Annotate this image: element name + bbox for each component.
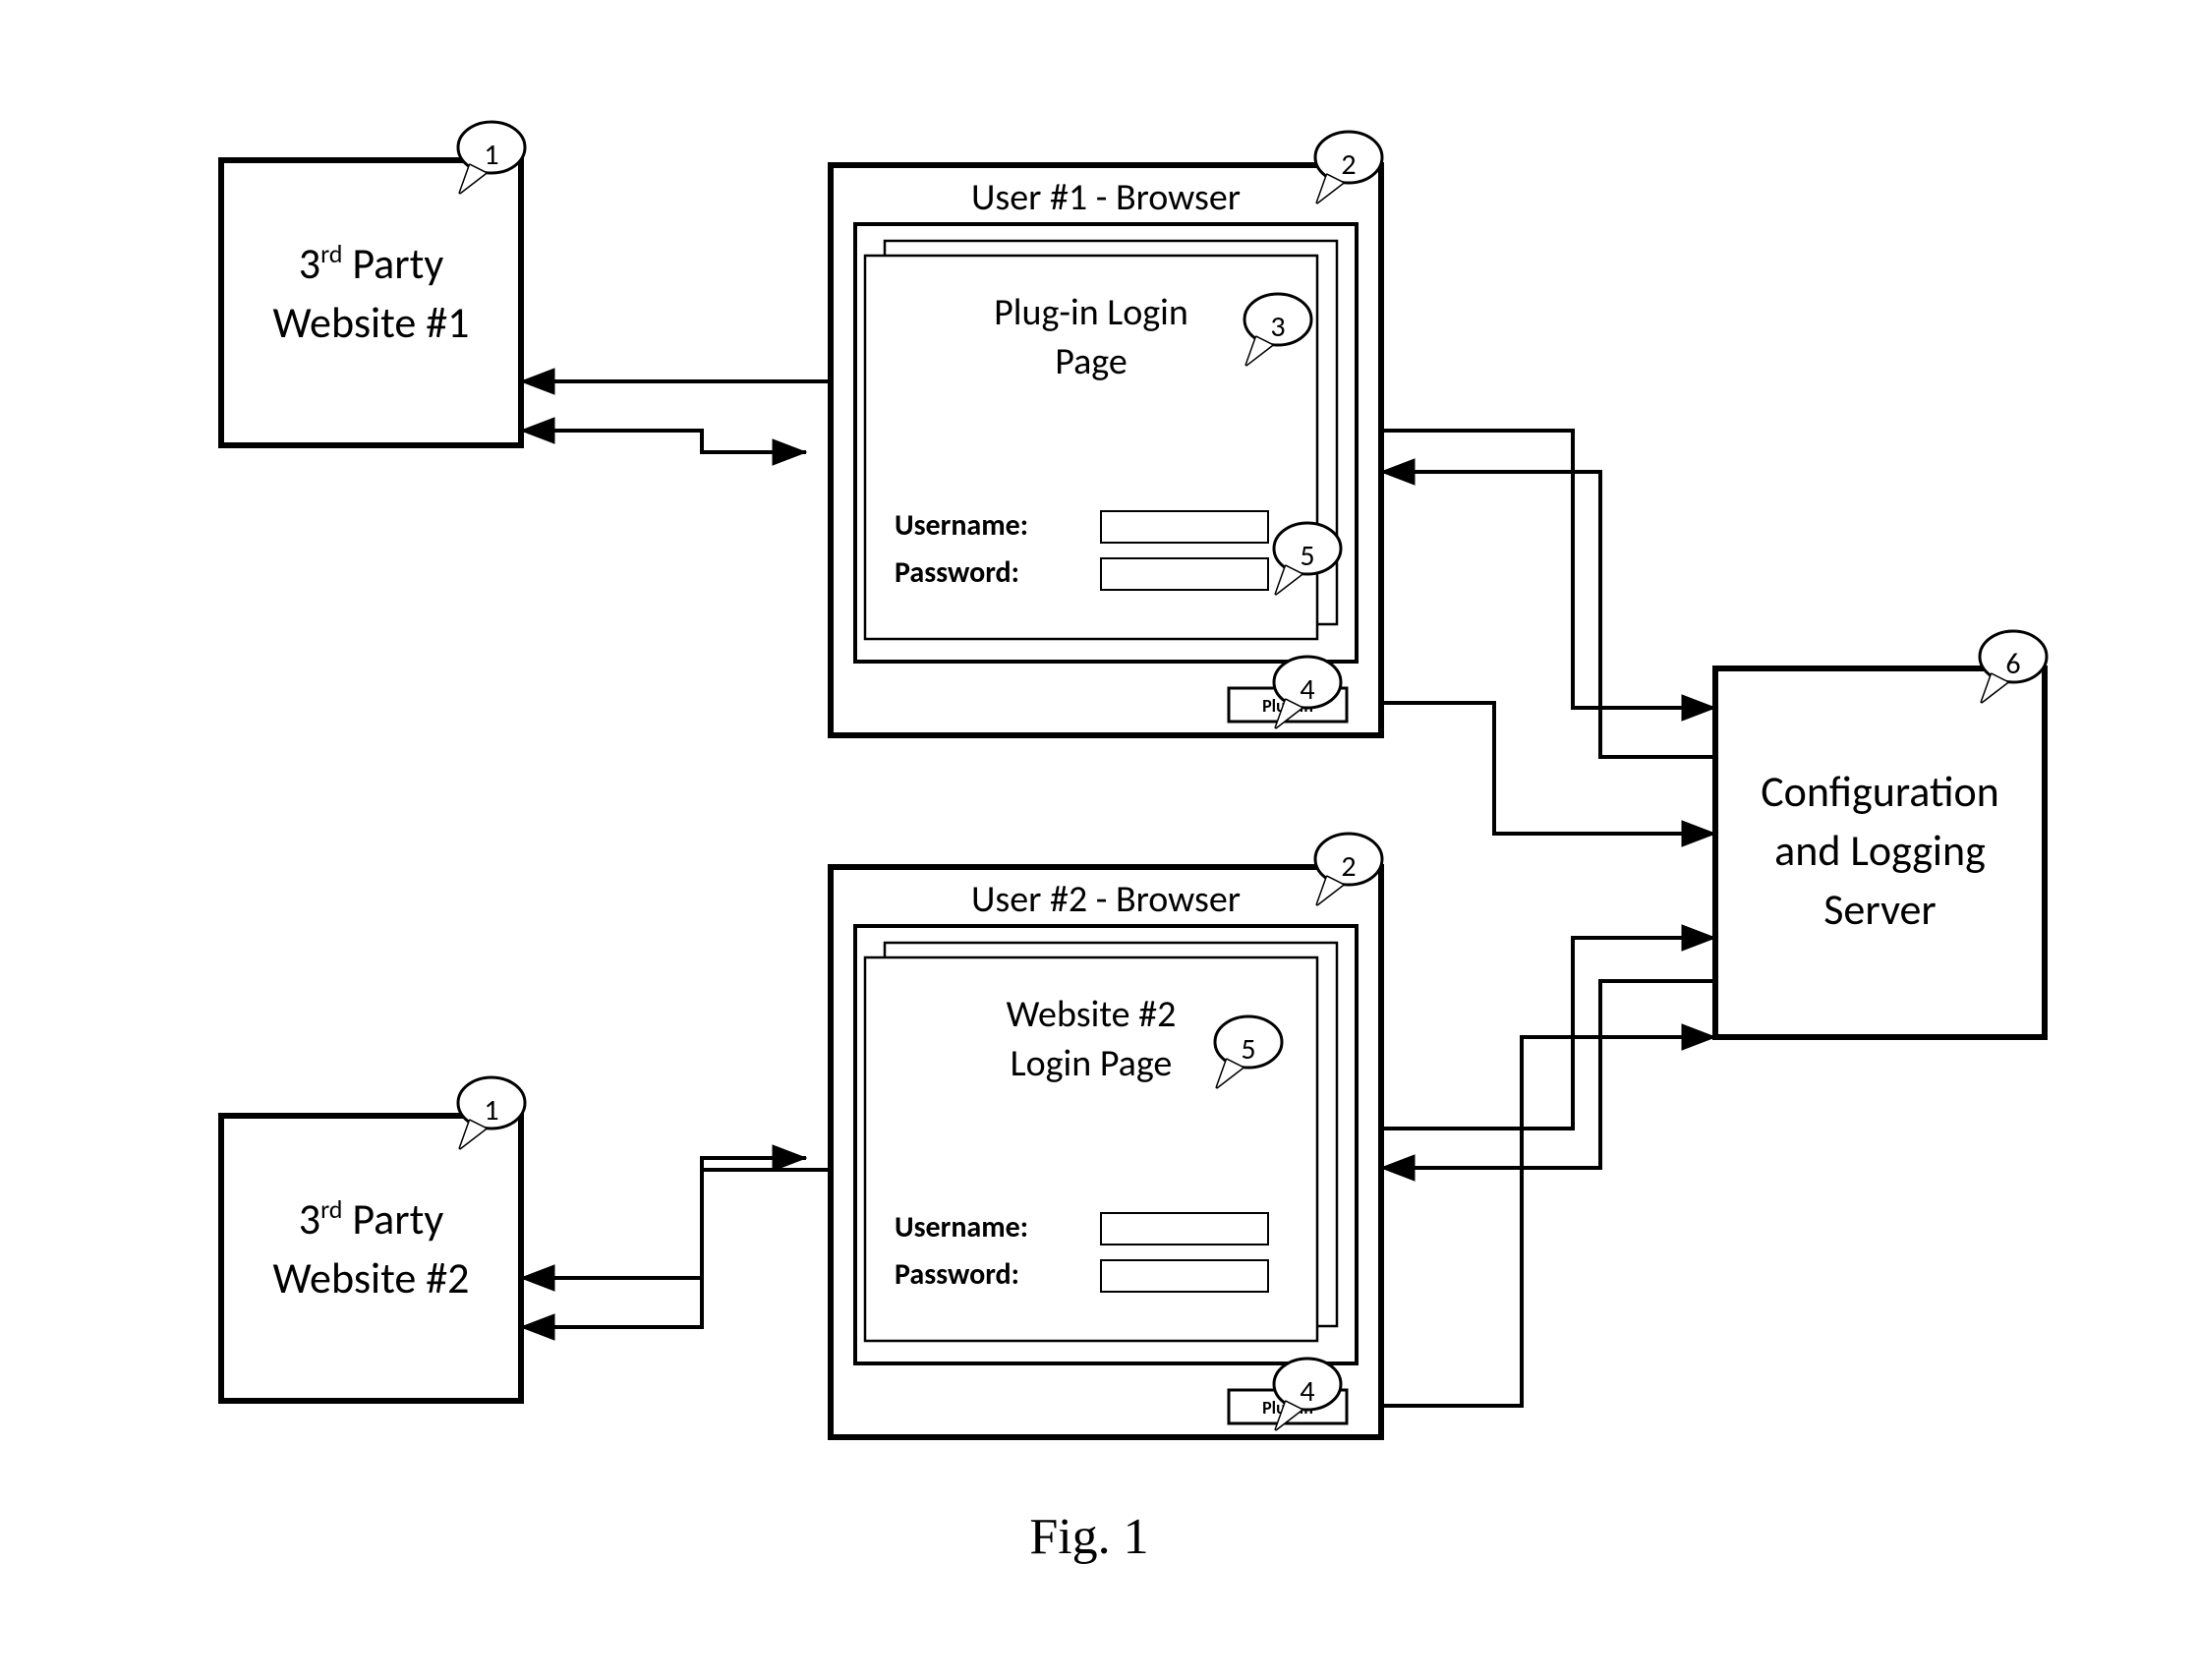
browser1-username-input[interactable] [1101, 511, 1268, 543]
browser1-pagetitle2: Page [1055, 339, 1128, 384]
browser2-c5-num: 5 [1241, 1031, 1255, 1068]
arrowhead [1682, 695, 1715, 721]
arrowhead [521, 1314, 554, 1340]
website2-title: 3rd Party [299, 1192, 444, 1246]
browser1-title: User #1 - Browser [971, 175, 1241, 220]
edge-3 [521, 1158, 806, 1327]
arrowhead [1381, 1155, 1415, 1181]
edge-9 [1381, 1037, 1715, 1406]
browser2-username-input[interactable] [1101, 1213, 1268, 1245]
edge-1 [521, 431, 806, 452]
arrowhead [1682, 821, 1715, 846]
edge-7 [1381, 981, 1715, 1168]
browser2-password-input[interactable] [1101, 1260, 1268, 1292]
figure-label: Fig. 1 [1029, 1509, 1148, 1565]
website1-title2: Website #1 [273, 296, 470, 349]
edge-8 [1381, 938, 1715, 1129]
server-line2: and Logging [1774, 824, 1986, 877]
server-callout-num: 6 [2005, 646, 2020, 682]
arrowhead [773, 439, 806, 465]
browser1-c4-num: 4 [1300, 671, 1314, 708]
server-line3: Server [1823, 883, 1937, 936]
browser2-pagetitle2: Login Page [1011, 1041, 1173, 1086]
website1-title: 3rd Party [299, 237, 444, 290]
browser1-c3-num: 3 [1270, 309, 1285, 345]
browser1-pass-label: Password: [895, 554, 1019, 591]
edge-6 [1381, 703, 1715, 834]
arrowhead [773, 1145, 806, 1171]
arrowhead [1381, 459, 1415, 485]
browser2-user-label: Username: [895, 1209, 1028, 1246]
website1-callout-num: 1 [484, 137, 498, 173]
browser2-title: User #2 - Browser [971, 877, 1241, 922]
arrowhead [521, 1265, 554, 1291]
browser2-pagetitle1: Website #2 [1007, 992, 1177, 1037]
edge-5 [1381, 472, 1715, 757]
browser2-c2-num: 2 [1341, 848, 1356, 885]
browser1-user-label: Username: [895, 507, 1028, 544]
edge-2 [521, 1170, 831, 1278]
browser1-c5-num: 5 [1300, 538, 1314, 574]
website2-title2: Website #2 [273, 1251, 470, 1304]
arrowhead [521, 369, 554, 394]
arrowhead [1682, 1024, 1715, 1050]
arrowhead [521, 418, 554, 443]
browser1-pagetitle1: Plug-in Login [994, 290, 1188, 335]
server-line1: Configuration [1761, 765, 1999, 818]
website2-callout-num: 1 [484, 1092, 498, 1129]
arrowhead [1682, 925, 1715, 951]
browser1-password-input[interactable] [1101, 558, 1268, 590]
browser2-c4-num: 4 [1300, 1373, 1314, 1410]
browser1-c2-num: 2 [1341, 146, 1356, 183]
browser2-pass-label: Password: [895, 1256, 1019, 1293]
